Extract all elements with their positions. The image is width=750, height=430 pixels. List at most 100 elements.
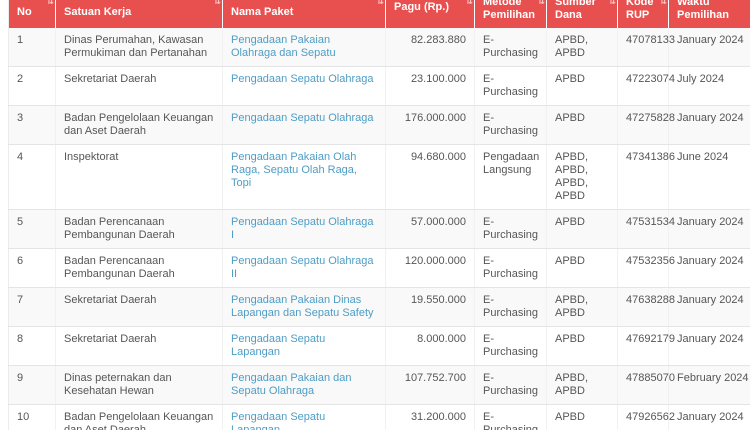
header-row: ⇅ No ⇅ Satuan Kerja ⇅ Nama Paket ⇅ Pagu (Rp.) ⇅ M… bbox=[8, 0, 750, 28]
cell-metode-pemilihan: E-Purchasing bbox=[474, 209, 547, 249]
rup-packages-table: ⇅ No ⇅ Satuan Kerja ⇅ Nama Paket ⇅ Pagu (Rp.) ⇅ M… bbox=[8, 0, 750, 430]
cell-kode-rup: 47275828 bbox=[617, 105, 675, 145]
cell-satuan-kerja: Inspektorat bbox=[55, 144, 223, 210]
cell-nama-paket: Pengadaan Sepatu Olahraga I bbox=[222, 209, 386, 249]
sort-icon[interactable]: ⇅ bbox=[213, 0, 220, 6]
column-header-label: Pagu (Rp.) bbox=[394, 1, 449, 13]
sort-icon[interactable]: ⇅ bbox=[537, 0, 544, 6]
package-link[interactable]: Pengadaan Sepatu Lapangan bbox=[231, 411, 326, 430]
table-row: 10 Badan Pengelolaan Keuangan dan Aset Da… bbox=[8, 404, 750, 430]
cell-metode-pemilihan: E-Purchasing bbox=[474, 365, 547, 405]
column-header-satuan_kerja[interactable]: ⇅ Satuan Kerja bbox=[55, 0, 223, 28]
cell-sumber-dana: APBD, APBD bbox=[546, 365, 618, 405]
column-header-label: Kode RUP bbox=[626, 0, 654, 21]
cell-waktu-pemilihan: January 2024 bbox=[668, 248, 750, 288]
cell-no: 9 bbox=[8, 365, 56, 405]
package-link[interactable]: Pengadaan Sepatu Olahraga bbox=[231, 73, 374, 85]
cell-no: 1 bbox=[8, 28, 56, 67]
package-link[interactable]: Pengadaan Pakaian Dinas Lapangan dan Sep… bbox=[231, 294, 374, 319]
cell-waktu-pemilihan: January 2024 bbox=[668, 287, 750, 327]
cell-nama-paket: Pengadaan Sepatu Olahraga bbox=[222, 105, 386, 145]
table-row: 9 Dinas peternakan dan Kesehatan Hewan Pen… bbox=[8, 365, 750, 405]
cell-kode-rup: 47532356 bbox=[617, 248, 675, 288]
column-header-pagu[interactable]: ⇅ Pagu (Rp.) bbox=[385, 0, 475, 28]
cell-pagu: 19.550.000 bbox=[385, 287, 475, 327]
cell-kode-rup: 47885070 bbox=[617, 365, 675, 405]
table-row: 7 Sekretariat Daerah Pengadaan Pakaian Din… bbox=[8, 287, 750, 327]
cell-metode-pemilihan: E-Purchasing bbox=[474, 326, 547, 366]
cell-sumber-dana: APBD bbox=[546, 66, 618, 106]
cell-waktu-pemilihan: June 2024 bbox=[668, 144, 750, 210]
cell-nama-paket: Pengadaan Sepatu Lapangan bbox=[222, 404, 386, 430]
cell-no: 8 bbox=[8, 326, 56, 366]
cell-pagu: 8.000.000 bbox=[385, 326, 475, 366]
cell-kode-rup: 47341386 bbox=[617, 144, 675, 210]
cell-nama-paket: Pengadaan Sepatu Lapangan bbox=[222, 326, 386, 366]
cell-nama-paket: Pengadaan Pakaian Olah Raga, Sepatu Olah… bbox=[222, 144, 386, 210]
cell-metode-pemilihan: E-Purchasing bbox=[474, 287, 547, 327]
cell-satuan-kerja: Badan Pengelolaan Keuangan dan Aset Daer… bbox=[55, 404, 223, 430]
table-row: 6 Badan Perencanaan Pembangunan Daerah Pen… bbox=[8, 248, 750, 288]
table-row: 3 Badan Pengelolaan Keuangan dan Aset Dae… bbox=[8, 105, 750, 145]
table-row: 1 Dinas Perumahan, Kawasan Permukiman dan… bbox=[8, 28, 750, 67]
cell-pagu: 176.000.000 bbox=[385, 105, 475, 145]
cell-satuan-kerja: Sekretariat Daerah bbox=[55, 287, 223, 327]
package-link[interactable]: Pengadaan Sepatu Olahraga bbox=[231, 112, 374, 124]
cell-satuan-kerja: Badan Perencanaan Pembangunan Daerah bbox=[55, 248, 223, 288]
column-header-label: Nama Paket bbox=[231, 6, 294, 18]
cell-satuan-kerja: Sekretariat Daerah bbox=[55, 66, 223, 106]
table-row: 2 Sekretariat Daerah Pengadaan Sepatu Olah… bbox=[8, 66, 750, 106]
sort-icon[interactable]: ⇅ bbox=[376, 0, 383, 6]
cell-waktu-pemilihan: January 2024 bbox=[668, 28, 750, 67]
cell-satuan-kerja: Dinas Perumahan, Kawasan Permukiman dan … bbox=[55, 28, 223, 67]
column-header-metode_pemilihan[interactable]: ⇅ Metode Pemilihan bbox=[474, 0, 547, 28]
sort-icon[interactable]: ⇅ bbox=[608, 0, 615, 6]
cell-satuan-kerja: Badan Pengelolaan Keuangan dan Aset Daer… bbox=[55, 105, 223, 145]
cell-waktu-pemilihan: July 2024 bbox=[668, 66, 750, 106]
table-row: 5 Badan Perencanaan Pembangunan Daerah Pen… bbox=[8, 209, 750, 249]
cell-nama-paket: Pengadaan Pakaian Dinas Lapangan dan Sep… bbox=[222, 287, 386, 327]
cell-satuan-kerja: Badan Perencanaan Pembangunan Daerah bbox=[55, 209, 223, 249]
package-link[interactable]: Pengadaan Pakaian dan Sepatu Olahraga bbox=[231, 372, 352, 397]
cell-kode-rup: 47531534 bbox=[617, 209, 675, 249]
cell-nama-paket: Pengadaan Sepatu Olahraga bbox=[222, 66, 386, 106]
cell-pagu: 31.200.000 bbox=[385, 404, 475, 430]
cell-satuan-kerja: Dinas peternakan dan Kesehatan Hewan bbox=[55, 365, 223, 405]
column-header-label: Waktu Pemilihan bbox=[677, 0, 729, 21]
cell-kode-rup: 47926562 bbox=[617, 404, 675, 430]
column-header-waktu_pemilihan[interactable]: ⇅Waktu Pemilihan bbox=[668, 0, 750, 28]
cell-sumber-dana: APBD, APBD, APBD, APBD bbox=[546, 144, 618, 210]
cell-sumber-dana: APBD bbox=[546, 105, 618, 145]
column-header-nama_paket[interactable]: ⇅ Nama Paket bbox=[222, 0, 386, 28]
package-link[interactable]: Pengadaan Pakaian Olah Raga, Sepatu Olah… bbox=[231, 151, 357, 189]
cell-no: 6 bbox=[8, 248, 56, 288]
cell-no: 5 bbox=[8, 209, 56, 249]
cell-waktu-pemilihan: January 2024 bbox=[668, 209, 750, 249]
package-link[interactable]: Pengadaan Sepatu Lapangan bbox=[231, 333, 326, 358]
cell-metode-pemilihan: E-Purchasing bbox=[474, 28, 547, 67]
column-header-no[interactable]: ⇅ No bbox=[8, 0, 56, 28]
cell-waktu-pemilihan: January 2024 bbox=[668, 404, 750, 430]
column-header-label: Sumber Dana bbox=[555, 0, 596, 21]
column-header-label: Satuan Kerja bbox=[64, 6, 132, 18]
sort-icon[interactable]: ⇅ bbox=[659, 0, 666, 6]
cell-kode-rup: 47638288 bbox=[617, 287, 675, 327]
package-link[interactable]: Pengadaan Sepatu Olahraga I bbox=[231, 216, 374, 241]
column-header-kode_rup[interactable]: ⇅ Kode RUP bbox=[617, 0, 669, 28]
cell-pagu: 107.752.700 bbox=[385, 365, 475, 405]
cell-nama-paket: Pengadaan Pakaian Olahraga dan Sepatu bbox=[222, 28, 386, 67]
cell-satuan-kerja: Sekretariat Daerah bbox=[55, 326, 223, 366]
cell-pagu: 94.680.000 bbox=[385, 144, 475, 210]
table-header: ⇅ No ⇅ Satuan Kerja ⇅ Nama Paket ⇅ Pagu (Rp.) ⇅ M… bbox=[8, 0, 750, 28]
column-header-sumber_dana[interactable]: ⇅ Sumber Dana bbox=[546, 0, 618, 28]
cell-pagu: 82.283.880 bbox=[385, 28, 475, 67]
sort-icon[interactable]: ⇅ bbox=[465, 0, 472, 6]
package-link[interactable]: Pengadaan Sepatu Olahraga II bbox=[231, 255, 374, 280]
cell-kode-rup: 47692179 bbox=[617, 326, 675, 366]
cell-metode-pemilihan: E-Purchasing bbox=[474, 248, 547, 288]
table-row: 4 Inspektorat Pengadaan Pakaian Olah Raga,… bbox=[8, 144, 750, 210]
sort-icon[interactable]: ⇅ bbox=[46, 0, 53, 6]
cell-metode-pemilihan: E-Purchasing bbox=[474, 66, 547, 106]
cell-sumber-dana: APBD bbox=[546, 248, 618, 288]
package-link[interactable]: Pengadaan Pakaian Olahraga dan Sepatu bbox=[231, 34, 336, 59]
